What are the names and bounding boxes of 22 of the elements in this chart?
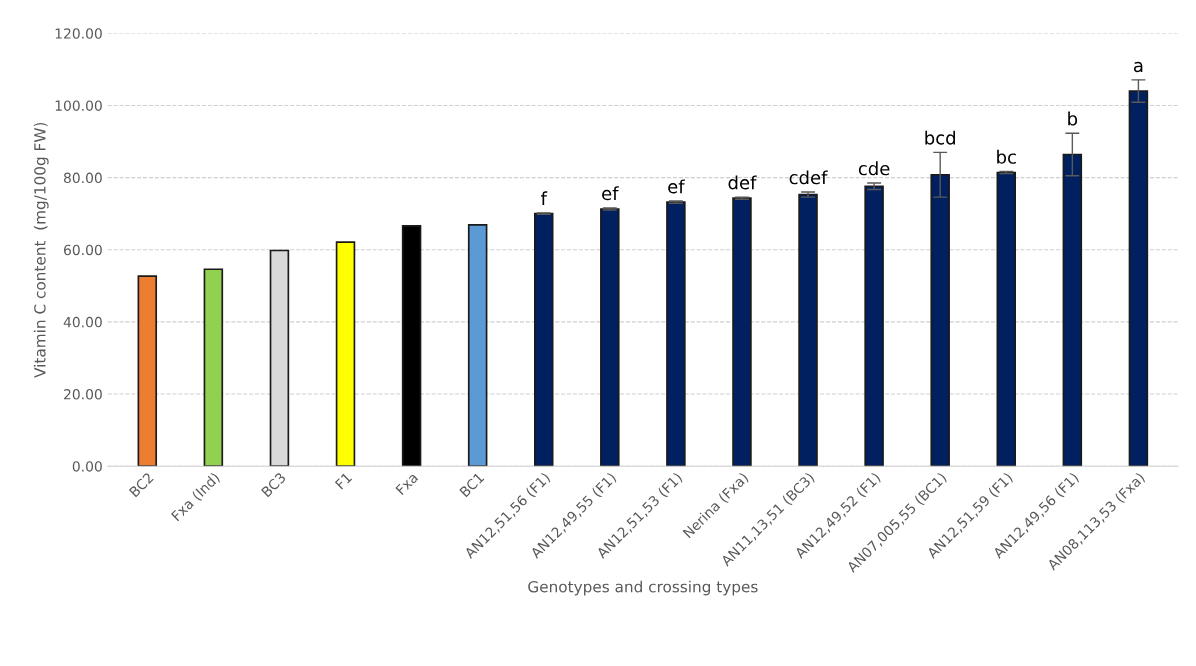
x-axis-title: Genotypes and crossing types — [528, 580, 758, 596]
annotation: cde — [858, 161, 890, 176]
annotation: a — [1133, 61, 1143, 73]
y-tick-label: 100.00 — [55, 100, 102, 111]
annotation: def — [728, 175, 757, 190]
x-tick-label: BC1 — [459, 472, 485, 498]
y-tick-label: 60.00 — [63, 244, 102, 256]
annotation: ef — [602, 186, 619, 201]
annotation: ef — [668, 179, 685, 194]
annotation: b — [1068, 111, 1078, 126]
y-tick-label: 40.00 — [63, 316, 102, 328]
y-tick-label: 20.00 — [64, 389, 102, 400]
y-axis-title: Vitamin C content (mg/100g FW) — [33, 122, 49, 378]
x-tick-label: Fxa — [395, 472, 419, 496]
annotation: bcd — [925, 130, 955, 145]
y-tick-label: 120.00 — [55, 28, 102, 39]
annotation: f — [540, 191, 548, 206]
y-tick-label: 0.00 — [72, 461, 102, 472]
annotation: bc — [997, 149, 1016, 164]
y-tick-label: 80.00 — [63, 172, 102, 184]
annotation: cdef — [789, 170, 828, 185]
x-tick-label: F1 — [334, 472, 353, 490]
